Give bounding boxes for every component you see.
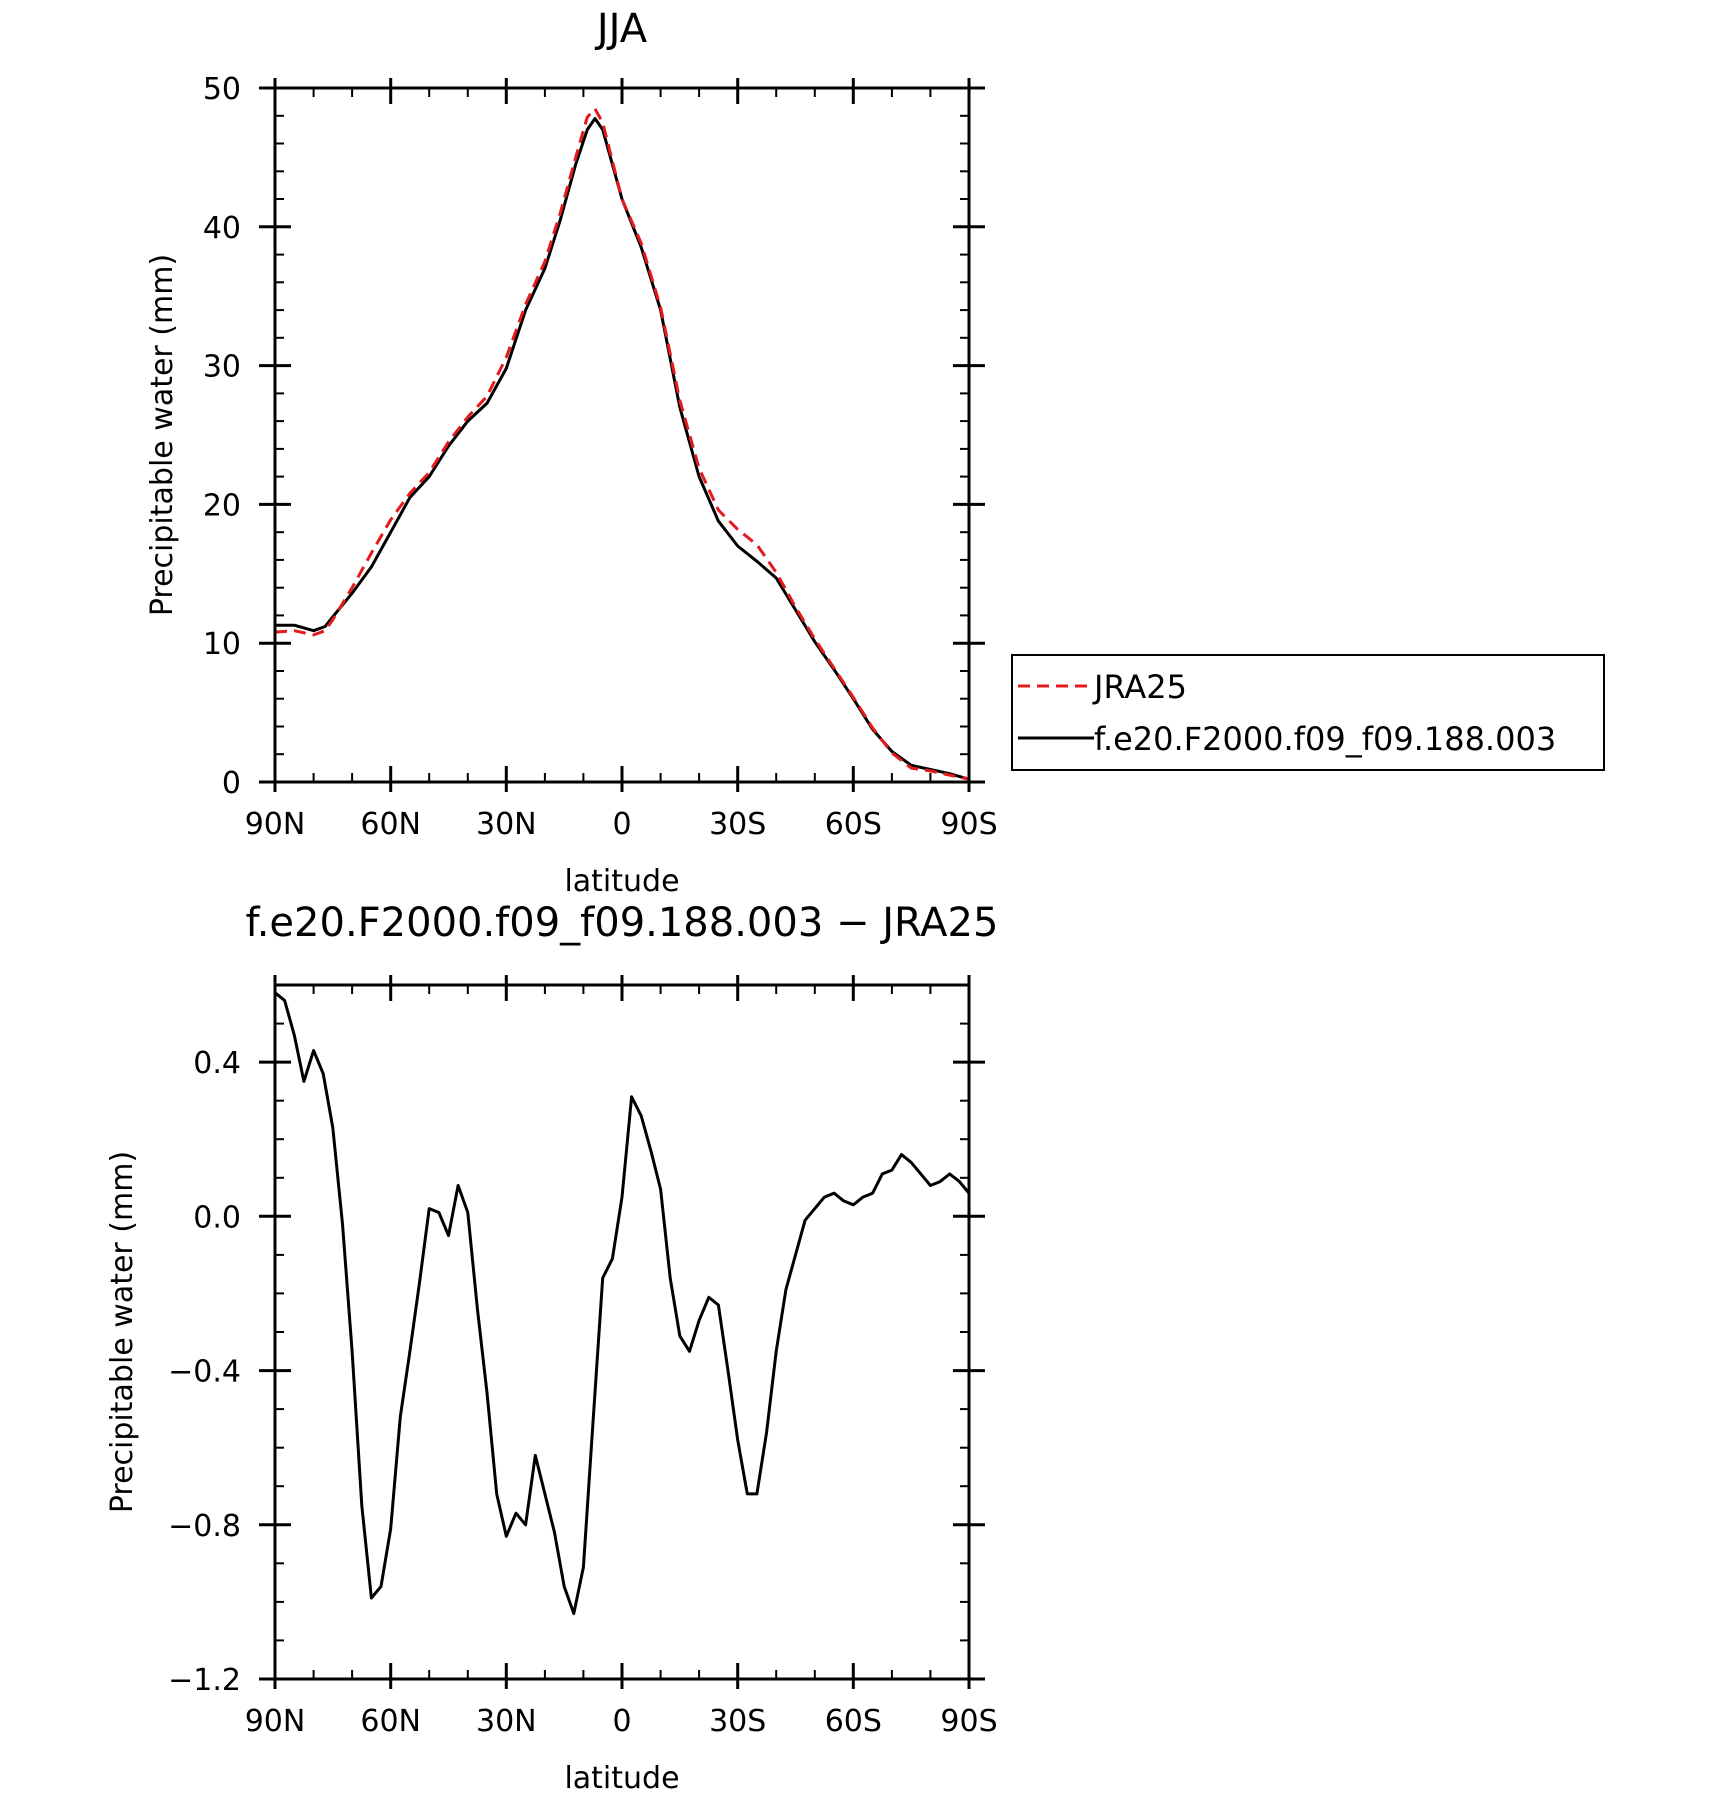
legend-label-model: f.e20.F2000.f09_f09.188.003: [1094, 720, 1556, 758]
bottom-chart-x-tick-label: 90S: [940, 1704, 997, 1739]
bottom-chart-x-tick-label: 60S: [825, 1704, 882, 1739]
bottom-chart-y-tick-label: −0.8: [168, 1509, 241, 1544]
top-chart-ticks: [259, 78, 985, 792]
bottom-chart-title: f.e20.F2000.f09_f09.188.003 − JRA25: [246, 900, 999, 946]
top-chart-x-tick-label: 90N: [245, 807, 306, 842]
top-chart-series: [274, 107, 970, 781]
top-chart-x-tick-label: 30N: [476, 807, 537, 842]
bottom-chart-x-tick-label: 0: [612, 1704, 631, 1739]
top-chart-y-tick-label: 40: [203, 211, 241, 246]
bottom-chart-y-tick-label: −1.2: [168, 1663, 241, 1698]
top-chart-y-tick-label: 30: [203, 350, 241, 385]
legend-label-jra25: JRA25: [1092, 668, 1187, 706]
top-chart-x-axis-label: latitude: [564, 864, 679, 899]
bottom-chart-y-tick-label: −0.4: [168, 1355, 241, 1390]
top-chart-series-line-f-e20-f2000-f09-f09-188-003: [275, 117, 970, 781]
top-chart-x-tick-label: 60N: [360, 807, 421, 842]
top-chart-y-tick-label: 10: [203, 627, 241, 662]
top-chart-x-tick-label: 30S: [709, 807, 766, 842]
top-chart-frame: [273, 86, 971, 784]
top-chart-y-tick-label: 20: [203, 488, 241, 523]
top-chart-x-tick-label: 0: [612, 807, 631, 842]
bottom-chart-x-tick-labels: 90N 60N 30N 0 30S 60S 90S: [245, 1704, 998, 1739]
bottom-chart-x-axis-label: latitude: [564, 1761, 679, 1794]
bottom-chart-x-tick-label: 30N: [476, 1704, 537, 1739]
bottom-chart-series: [274, 991, 971, 1615]
top-chart: JJA 90N 60N 30N 0 30S 60S 90S 0 10 20 30 40 50 lati…: [145, 6, 998, 899]
bottom-chart: f.e20.F2000.f09_f09.188.003 − JRA25 90N 6…: [105, 900, 998, 1794]
bottom-chart-y-tick-labels: 0.4 0.0 −0.4 −0.8 −1.2: [168, 1046, 241, 1698]
bottom-chart-y-tick-label: 0.4: [193, 1046, 241, 1081]
top-chart-title: JJA: [594, 6, 648, 52]
top-chart-x-tick-label: 60S: [825, 807, 882, 842]
legend: JRA25 f.e20.F2000.f09_f09.188.003: [1011, 654, 1605, 771]
top-chart-series-line-jra25: [274, 107, 970, 781]
bottom-chart-x-tick-label: 60N: [360, 1704, 421, 1739]
bottom-chart-x-tick-label: 90N: [245, 1704, 306, 1739]
bottom-chart-series-line-difference: [274, 991, 971, 1615]
bottom-chart-y-axis-label: Precipitable water (mm): [105, 1151, 140, 1513]
bottom-chart-ticks: [259, 975, 985, 1689]
top-chart-y-tick-label: 50: [203, 72, 241, 107]
top-chart-x-tick-labels: 90N 60N 30N 0 30S 60S 90S: [245, 807, 998, 842]
bottom-chart-x-tick-label: 30S: [709, 1704, 766, 1739]
top-chart-y-tick-labels: 0 10 20 30 40 50: [203, 72, 241, 801]
top-chart-y-tick-label: 0: [222, 766, 241, 801]
legend-box: [1011, 654, 1605, 771]
bottom-chart-y-tick-label: 0.0: [193, 1200, 241, 1235]
bottom-chart-frame: [273, 983, 971, 1681]
top-chart-y-axis-label: Precipitable water (mm): [145, 254, 180, 616]
top-chart-x-tick-label: 90S: [940, 807, 997, 842]
